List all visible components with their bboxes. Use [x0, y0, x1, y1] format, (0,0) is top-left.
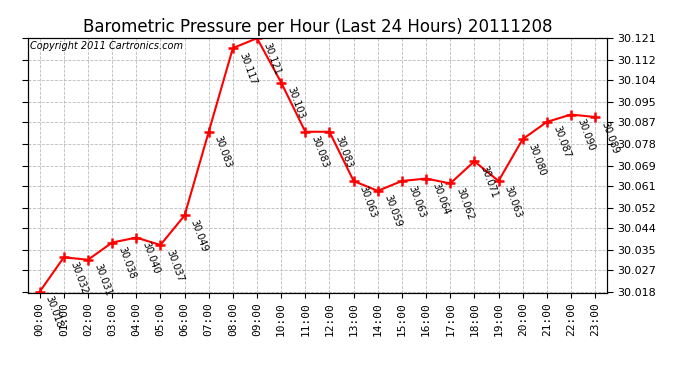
Text: 30.049: 30.049: [189, 218, 210, 253]
Text: 30.083: 30.083: [213, 135, 234, 170]
Text: 30.121: 30.121: [262, 41, 282, 76]
Text: 30.117: 30.117: [237, 51, 258, 86]
Text: 30.064: 30.064: [431, 182, 451, 216]
Text: 30.040: 30.040: [141, 240, 161, 275]
Text: 30.018: 30.018: [44, 294, 65, 330]
Text: 30.090: 30.090: [575, 117, 596, 152]
Text: 30.062: 30.062: [455, 186, 475, 221]
Text: 30.083: 30.083: [334, 135, 355, 170]
Text: 30.031: 30.031: [92, 262, 113, 297]
Title: Barometric Pressure per Hour (Last 24 Hours) 20111208: Barometric Pressure per Hour (Last 24 Ho…: [83, 18, 552, 36]
Text: 30.038: 30.038: [117, 245, 137, 280]
Text: 30.103: 30.103: [286, 86, 306, 120]
Text: 30.071: 30.071: [479, 164, 500, 199]
Text: 30.089: 30.089: [600, 120, 620, 155]
Text: 30.037: 30.037: [165, 248, 186, 283]
Text: 30.080: 30.080: [527, 142, 548, 177]
Text: 30.083: 30.083: [310, 135, 331, 170]
Text: 30.087: 30.087: [551, 125, 572, 160]
Text: 30.063: 30.063: [358, 184, 379, 219]
Text: 30.063: 30.063: [406, 184, 427, 219]
Text: 30.059: 30.059: [382, 194, 403, 229]
Text: 30.032: 30.032: [68, 260, 89, 295]
Text: Copyright 2011 Cartronics.com: Copyright 2011 Cartronics.com: [30, 41, 184, 51]
Text: 30.063: 30.063: [503, 184, 524, 219]
